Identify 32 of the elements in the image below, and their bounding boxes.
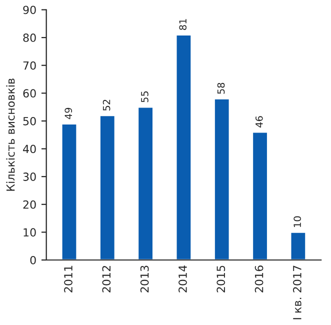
bar [137, 106, 154, 260]
bar [175, 34, 192, 260]
bar [290, 232, 306, 260]
x-tick-label: 2015 [216, 266, 226, 292]
y-tick-label: 30 [23, 172, 36, 181]
x-tick-label: 2013 [140, 266, 149, 292]
bar [60, 123, 78, 260]
data-label: 46 [255, 116, 263, 128]
y-tick-label: 80 [23, 34, 36, 42]
data-label: 52 [102, 100, 110, 110]
data-label: 49 [64, 108, 72, 120]
y-tick-label: 90 [23, 6, 36, 14]
x-tick-label: 2016 [254, 266, 264, 292]
y-tick-label: 40 [23, 144, 36, 154]
y-tick-label: 60 [23, 89, 36, 98]
x-tick-label: 2012 [102, 266, 111, 292]
data-label: 55 [141, 91, 148, 102]
x-tick-label: 2014 [178, 265, 187, 292]
y-axis-title: Кількість висновків [6, 78, 15, 191]
y-tick-label: 20 [23, 200, 36, 209]
x-tick-label: І кв. 2017 [292, 266, 302, 320]
y-tick-label: 50 [23, 116, 36, 126]
x-tick-label: 2011 [64, 266, 72, 292]
bar [214, 98, 230, 260]
data-label: 58 [217, 82, 225, 94]
y-tick-label: 10 [24, 228, 36, 237]
bar [252, 131, 268, 260]
y-tick-label: 0 [30, 256, 36, 264]
data-label: 10 [294, 216, 301, 227]
bar [99, 114, 116, 260]
y-tick-label: 70 [23, 61, 36, 70]
data-label: 81 [179, 19, 187, 30]
